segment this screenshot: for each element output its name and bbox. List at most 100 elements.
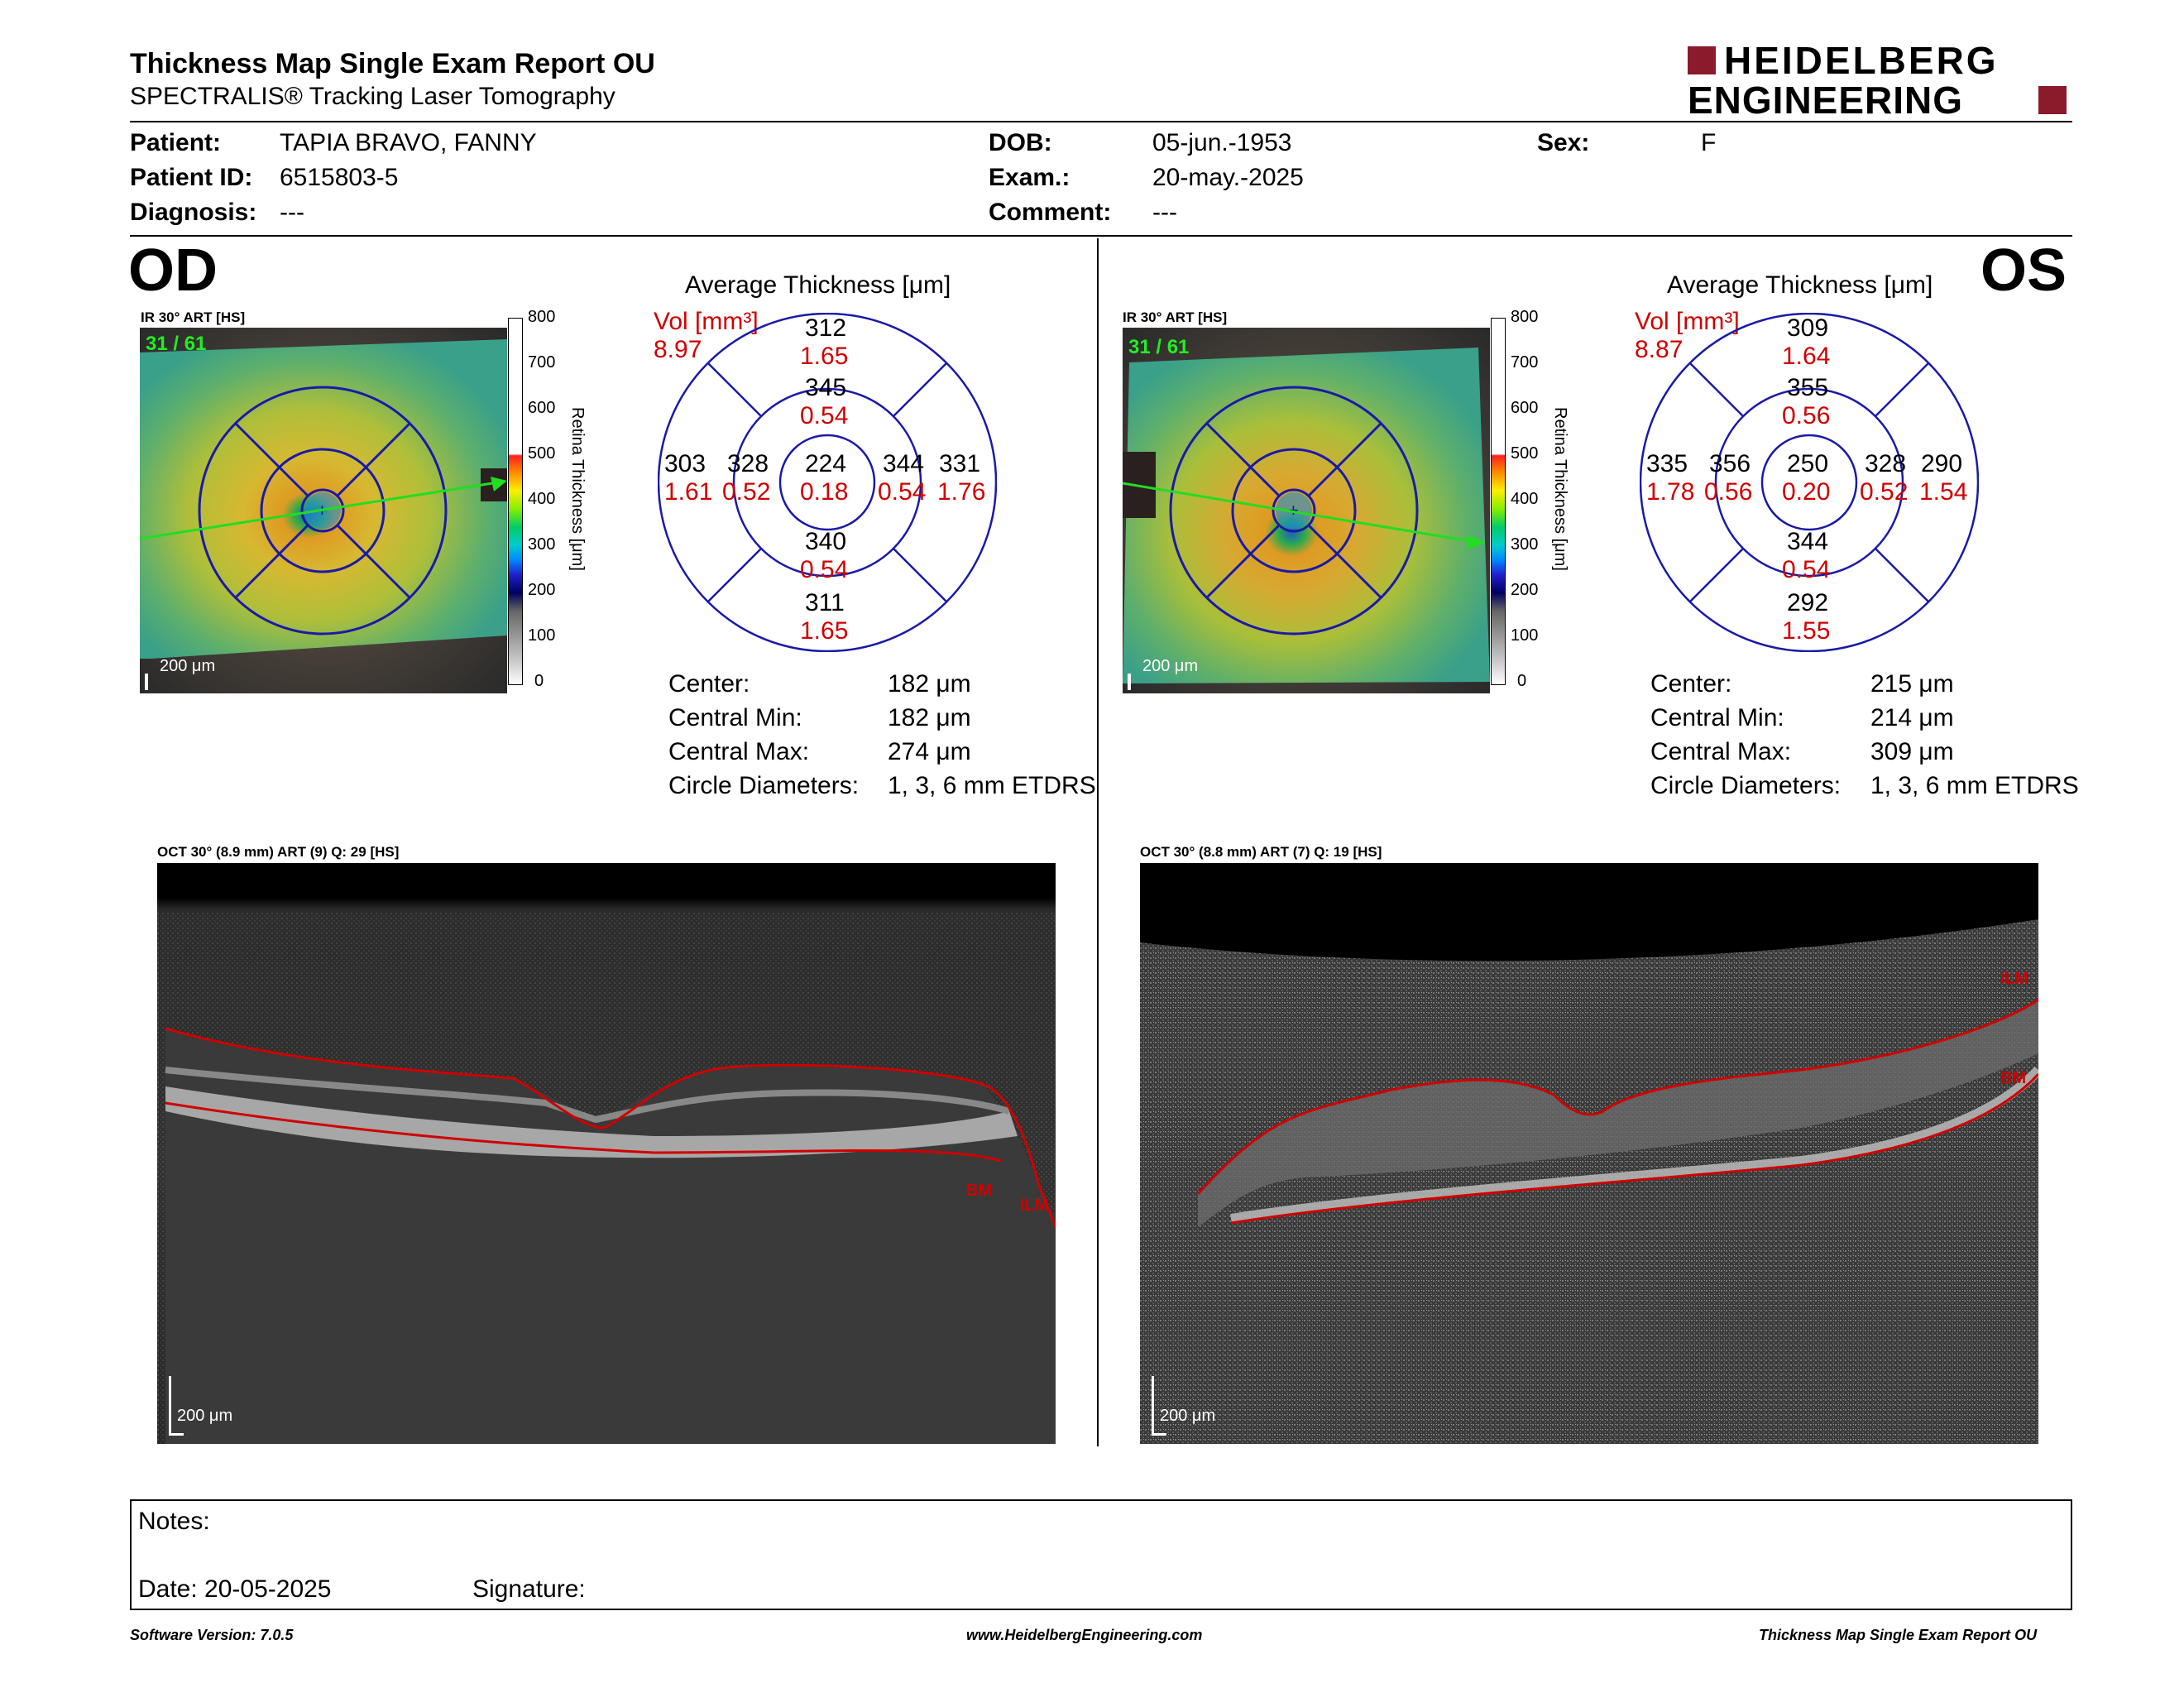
os-ir-label: IR 30° ART [HS]: [1123, 309, 1228, 325]
comment-value: ---: [1152, 199, 1177, 226]
colorbar-tick: 700: [528, 353, 556, 372]
heidelberg-logo: HEIDELBERG ENGINEERING: [1688, 41, 2076, 122]
os-fundus-image: +: [1123, 328, 1490, 693]
notes-label: Notes:: [138, 1508, 210, 1535]
os-center-volume: 0.20: [1782, 478, 1831, 506]
od-colorbar-ticks: 800 700 600 500 400 300 200 100 0: [528, 308, 561, 690]
logo-text-top: HEIDELBERG: [1724, 39, 1999, 82]
colorbar-tick: 0: [534, 672, 544, 690]
od-max-value: 274 μm: [888, 738, 971, 765]
signature-label: Signature:: [472, 1575, 586, 1603]
od-thickness-colorbar: [508, 318, 523, 685]
os-oct-bscan: [1140, 863, 2038, 1444]
od-ir-label: IR 30° ART [HS]: [141, 309, 246, 325]
os-avg-title: Average Thickness [μm]: [1667, 271, 1933, 299]
od-sup-out-volume: 1.65: [800, 343, 849, 370]
os-max-value: 309 μm: [1870, 738, 1954, 765]
os-inf-out-thickness: 292: [1787, 589, 1829, 616]
colorbar-tick: 600: [1511, 399, 1539, 417]
os-right-out-thickness: 290: [1921, 450, 1963, 477]
diagnosis-label: Diagnosis:: [130, 199, 257, 226]
os-diam-label: Circle Diameters:: [1650, 772, 1842, 799]
colorbar-tick: 400: [1511, 490, 1539, 508]
od-min-label: Central Min:: [668, 704, 802, 731]
od-right-in-thickness: 344: [883, 450, 925, 477]
od-grid-values: 312 1.65 345 0.54 224 0.18 303 1.61 328 …: [658, 313, 997, 652]
report-subtitle: SPECTRALIS® Tracking Laser Tomography: [130, 83, 615, 110]
sex-label: Sex:: [1537, 129, 1590, 156]
eye-divider: [1097, 238, 1099, 1446]
od-fundus-image: +: [140, 328, 507, 693]
patient-label: Patient:: [130, 129, 222, 156]
od-sup-in-volume: 0.54: [800, 402, 849, 429]
od-frame-counter: 31 / 61: [146, 333, 207, 355]
os-max-label: Central Max:: [1650, 738, 1792, 765]
logo-text-bottom: ENGINEERING: [1688, 79, 1964, 122]
os-frame-counter: 31 / 61: [1128, 336, 1190, 358]
od-left-in-thickness: 328: [727, 450, 769, 477]
od-left-out-thickness: 303: [664, 450, 706, 477]
colorbar-tick: 200: [1511, 581, 1539, 599]
os-left-out-volume: 1.78: [1646, 478, 1695, 506]
os-ilm-label: ILM: [2000, 970, 2029, 988]
os-inf-out-volume: 1.55: [1782, 617, 1831, 645]
od-inf-in-thickness: 340: [805, 528, 847, 555]
exam-value: 20-may.-2025: [1152, 164, 1304, 191]
comment-label: Comment:: [989, 199, 1112, 226]
os-diam-value: 1, 3, 6 mm ETDRS: [1870, 772, 2079, 799]
od-oct-scale: 200 μm: [177, 1407, 233, 1425]
os-vol-label: Vol [mm³]: [1635, 308, 1740, 335]
od-eye-label: OD: [128, 237, 218, 304]
od-sup-out-thickness: 312: [805, 314, 847, 342]
os-sup-in-thickness: 355: [1787, 374, 1829, 401]
os-inf-in-thickness: 344: [1787, 528, 1829, 555]
colorbar-tick: 800: [528, 308, 556, 326]
od-etdrs-grid: [658, 313, 997, 652]
os-min-label: Central Min:: [1650, 704, 1784, 731]
od-oct-label: OCT 30° (8.9 mm) ART (9) Q: 29 [HS]: [157, 844, 400, 860]
os-eye-label: OS: [1980, 237, 2067, 304]
colorbar-tick: 300: [1511, 535, 1539, 554]
svg-text:+: +: [1288, 500, 1299, 520]
colorbar-tick: 600: [528, 399, 556, 417]
os-fundus-scale: 200 μm: [1142, 657, 1199, 675]
os-center-label: Center:: [1650, 670, 1732, 698]
colorbar-tick: 800: [1511, 308, 1539, 326]
od-center-thickness: 224: [805, 450, 847, 477]
colorbar-tick: 0: [1517, 672, 1527, 690]
os-right-in-volume: 0.52: [1860, 478, 1909, 506]
os-oct-scale: 200 μm: [1160, 1407, 1216, 1425]
od-vol-label: Vol [mm³]: [654, 308, 759, 335]
os-center-value: 215 μm: [1870, 670, 1954, 698]
header-divider: [130, 121, 2072, 122]
od-left-in-volume: 0.52: [722, 478, 771, 506]
od-diam-label: Circle Diameters:: [668, 772, 860, 799]
os-left-out-thickness: 335: [1646, 450, 1688, 477]
colorbar-tick: 400: [528, 490, 556, 508]
date-label: Date: 20-05-2025: [138, 1575, 332, 1603]
od-inf-out-volume: 1.65: [800, 617, 849, 645]
od-bm-label: BM: [966, 1182, 993, 1200]
colorbar-tick: 100: [1511, 626, 1539, 645]
od-right-out-thickness: 331: [939, 450, 981, 477]
os-sup-in-volume: 0.56: [1782, 402, 1831, 429]
logo-square-bottom: [2038, 86, 2067, 114]
od-inf-out-thickness: 311: [805, 589, 845, 616]
exam-label: Exam.:: [989, 164, 1070, 191]
os-left-in-thickness: 356: [1709, 450, 1751, 477]
patient-divider: [130, 235, 2072, 237]
notes-box[interactable]: Notes: Date: 20-05-2025 Signature:: [130, 1499, 2072, 1610]
os-sup-out-thickness: 309: [1787, 314, 1829, 342]
colorbar-tick: 300: [528, 535, 556, 554]
patient-id-label: Patient ID:: [130, 164, 253, 191]
od-inf-in-volume: 0.54: [800, 556, 849, 583]
logo-square-top: [1688, 46, 1716, 74]
os-sup-out-volume: 1.64: [1782, 343, 1831, 370]
report-title: Thickness Map Single Exam Report OU: [130, 48, 655, 79]
os-grid-values: 309 1.64 355 0.56 250 0.20 335 1.78 356 …: [1640, 313, 1979, 652]
od-right-in-volume: 0.54: [878, 478, 927, 506]
dob-label: DOB:: [989, 129, 1052, 156]
os-inf-in-volume: 0.54: [1782, 556, 1831, 583]
footer-software-version: Software Version: 7.0.5: [130, 1627, 294, 1643]
colorbar-tick: 200: [528, 581, 556, 599]
